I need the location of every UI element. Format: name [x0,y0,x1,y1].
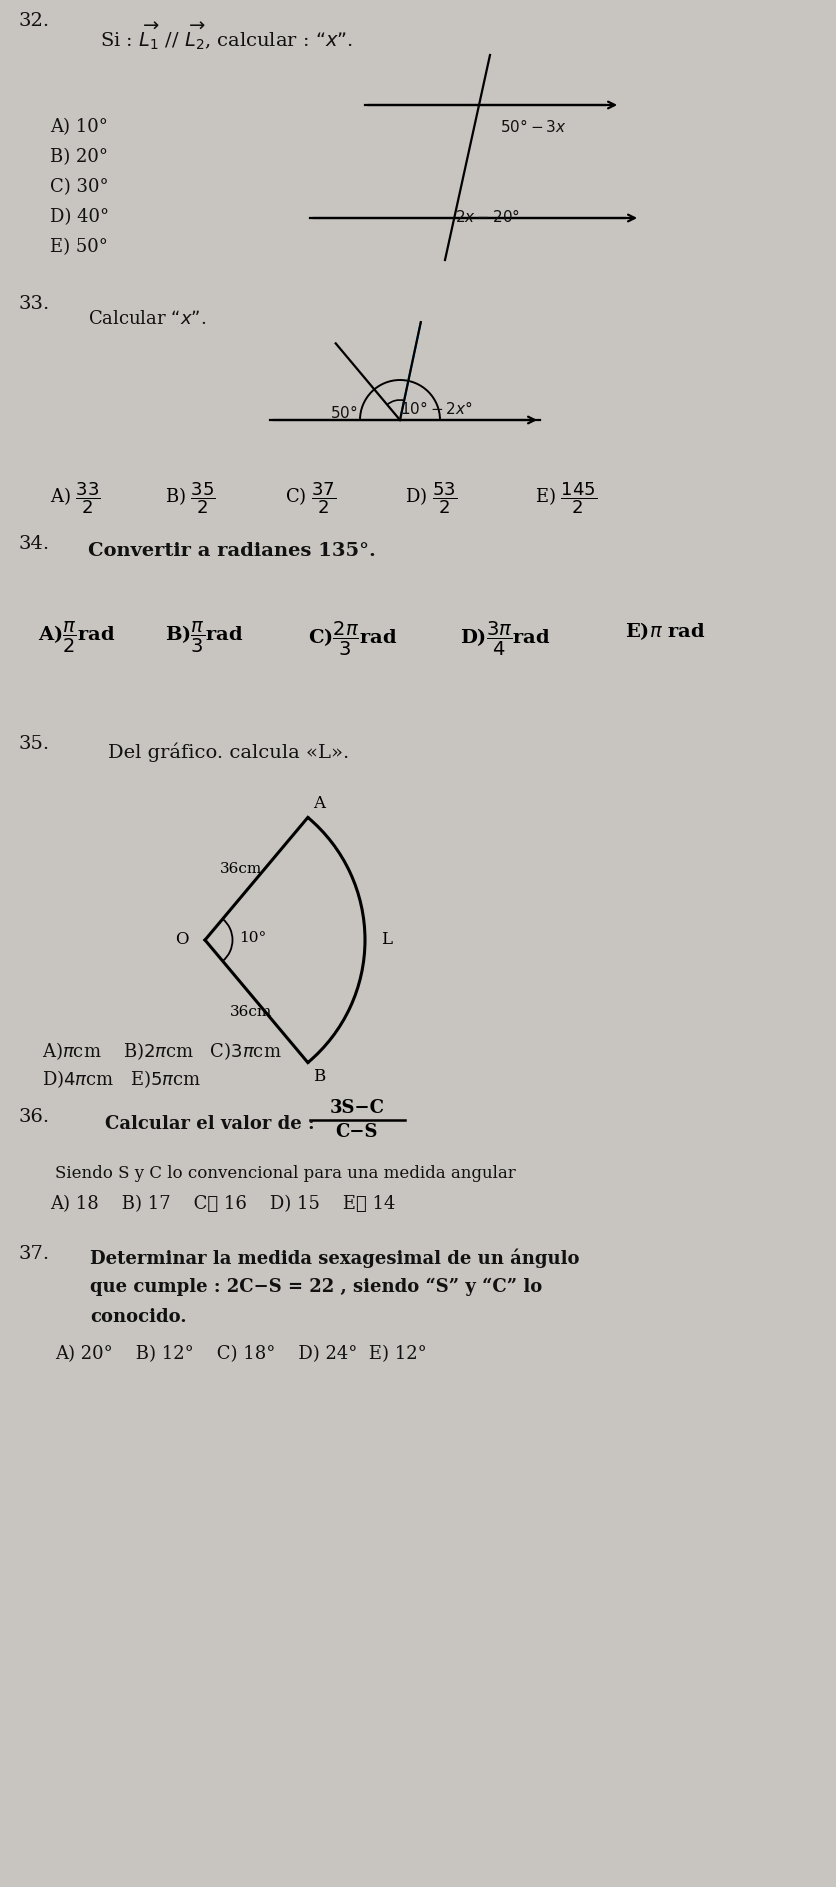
Text: 36cm: 36cm [230,1006,273,1019]
Text: A) 18    B) 17    C） 16    D) 15    E） 14: A) 18 B) 17 C） 16 D) 15 E） 14 [50,1194,395,1213]
Text: C−S: C−S [336,1123,378,1142]
Text: que cumple : 2C−S = 22 , siendo “S” y “C” lo: que cumple : 2C−S = 22 , siendo “S” y “C… [90,1277,543,1296]
Text: A)$\pi$cm    B)$2\pi$cm   C)$3\pi$cm: A)$\pi$cm B)$2\pi$cm C)$3\pi$cm [42,1040,282,1062]
Text: E)$\pi$ rad: E)$\pi$ rad [625,621,706,642]
Text: L: L [381,932,392,949]
Text: 3S−C: 3S−C [329,1098,385,1117]
Text: A) 10°: A) 10° [50,119,108,136]
Text: B) 20°: B) 20° [50,147,108,166]
Text: E) 50°: E) 50° [50,238,108,257]
Text: O: O [176,932,189,949]
Text: D) $\dfrac{53}{2}$: D) $\dfrac{53}{2}$ [405,479,457,515]
Text: 34.: 34. [18,536,49,553]
Text: Determinar la medida sexagesimal de un ángulo: Determinar la medida sexagesimal de un á… [90,1247,579,1268]
Text: $50°$: $50°$ [330,404,358,421]
Text: B)$\dfrac{\pi}{3}$rad: B)$\dfrac{\pi}{3}$rad [165,621,243,655]
Text: C) 30°: C) 30° [50,177,109,196]
Text: A: A [313,796,325,813]
Text: Convertir a radianes 135°.: Convertir a radianes 135°. [88,542,376,560]
Text: 32.: 32. [18,11,49,30]
Text: Calcular el valor de :: Calcular el valor de : [105,1115,314,1132]
Text: 36.: 36. [18,1108,49,1127]
Text: 37.: 37. [18,1245,49,1262]
Text: Si : $\overrightarrow{L_1}$ // $\overrightarrow{L_2}$, calcular : “$x$”.: Si : $\overrightarrow{L_1}$ // $\overrig… [100,21,354,51]
Text: A) $\dfrac{33}{2}$: A) $\dfrac{33}{2}$ [50,479,101,515]
Text: 36cm: 36cm [221,862,263,876]
Text: C)$\dfrac{2\pi}{3}$rad: C)$\dfrac{2\pi}{3}$rad [308,621,397,659]
Text: Del gráfico. calcula «L».: Del gráfico. calcula «L». [108,742,349,762]
Text: D)$\dfrac{3\pi}{4}$rad: D)$\dfrac{3\pi}{4}$rad [460,621,551,659]
Text: $10°-2x°$: $10°-2x°$ [400,400,472,417]
Text: D) 40°: D) 40° [50,208,110,226]
Text: E) $\dfrac{145}{2}$: E) $\dfrac{145}{2}$ [535,479,597,515]
Text: D)$4\pi$cm   E)$5\pi$cm: D)$4\pi$cm E)$5\pi$cm [42,1068,201,1091]
Text: C) $\dfrac{37}{2}$: C) $\dfrac{37}{2}$ [285,479,336,515]
Text: conocido.: conocido. [90,1308,186,1327]
Text: A)$\dfrac{\pi}{2}$rad: A)$\dfrac{\pi}{2}$rad [38,621,115,655]
Text: 10°: 10° [239,930,266,945]
Text: Calcular “$x$”.: Calcular “$x$”. [88,309,206,328]
Text: A) 20°    B) 12°    C) 18°    D) 24°  E) 12°: A) 20° B) 12° C) 18° D) 24° E) 12° [55,1345,426,1362]
Text: B: B [313,1068,325,1085]
Text: $50°-3x$: $50°-3x$ [500,119,567,136]
Text: 35.: 35. [18,736,49,753]
Text: B) $\dfrac{35}{2}$: B) $\dfrac{35}{2}$ [165,479,216,515]
Text: 33.: 33. [18,294,49,313]
Text: Siendo S y C lo convencional para una medida angular: Siendo S y C lo convencional para una me… [55,1164,516,1181]
Text: $2x-20°$: $2x-20°$ [455,208,520,225]
